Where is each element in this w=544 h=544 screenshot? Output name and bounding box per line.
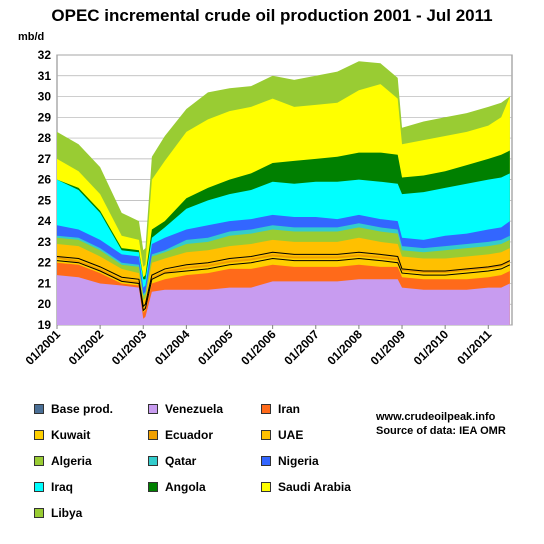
legend-item-iraq: Iraq: [34, 480, 73, 494]
y-tick-label: 32: [38, 48, 52, 62]
legend-item-uae: UAE: [261, 428, 303, 442]
x-tick-label: 01/2003: [109, 327, 150, 368]
legend-label: Angola: [165, 480, 206, 494]
legend-label: Base prod.: [51, 402, 114, 416]
legend-item-ecuador: Ecuador: [148, 428, 213, 442]
legend-swatch: [148, 430, 158, 440]
x-tick-label: 01/2004: [152, 327, 193, 368]
x-tick-label: 01/2010: [411, 327, 452, 368]
reference-line-2: [56, 251, 511, 308]
legend-label: Saudi Arabia: [278, 480, 351, 494]
legend-label: Qatar: [165, 454, 197, 468]
legend-item-qatar: Qatar: [148, 454, 196, 468]
legend-item-base-prod-: Base prod.: [34, 402, 113, 416]
legend-item-nigeria: Nigeria: [261, 454, 319, 468]
legend-swatch: [34, 430, 44, 440]
website-label: www.crudeoilpeak.info: [376, 411, 496, 423]
legend-swatch: [148, 482, 158, 492]
legend-label: UAE: [278, 428, 304, 442]
y-tick-label: 21: [38, 276, 52, 290]
x-tick-label: 01/2011: [454, 327, 494, 367]
legend-swatch: [34, 482, 44, 492]
y-tick-label: 30: [38, 90, 52, 104]
legend-swatch: [261, 456, 271, 466]
legend-label: Algeria: [51, 454, 92, 468]
legend-item-saudi-arabia: Saudi Arabia: [261, 480, 351, 494]
legend-item-venezuela: Venezuela: [148, 402, 223, 416]
legend-swatch: [34, 508, 44, 518]
x-tick-label: 01/2007: [281, 327, 322, 368]
y-tick-label: 25: [38, 193, 52, 207]
legend-item-kuwait: Kuwait: [34, 428, 90, 442]
legend-item-algeria: Algeria: [34, 454, 92, 468]
x-tick-label: 01/2001: [23, 327, 64, 368]
x-tick-label: 01/2009: [368, 327, 409, 368]
x-tick-label: 01/2006: [238, 327, 279, 368]
legend-item-libya: Libya: [34, 506, 82, 520]
legend-swatch: [148, 456, 158, 466]
y-tick-label: 19: [38, 318, 52, 332]
x-tick-label: 01/2005: [195, 327, 236, 368]
legend-swatch: [148, 404, 158, 414]
y-tick-label: 31: [38, 69, 52, 83]
legend-swatch: [261, 430, 271, 440]
area-series-venezuela: [57, 275, 510, 325]
legend-swatch: [261, 482, 271, 492]
chart-title: OPEC incremental crude oil production 20…: [51, 6, 493, 25]
y-tick-label: 22: [38, 256, 52, 270]
legend-item-angola: Angola: [148, 480, 206, 494]
data-source-label: Source of data: IEA OMR: [376, 425, 506, 437]
y-tick-label: 20: [38, 297, 52, 311]
legend-label: Venezuela: [165, 402, 224, 416]
y-tick-label: 28: [38, 131, 52, 145]
legend-swatch: [34, 404, 44, 414]
y-tick-label: 27: [38, 152, 52, 166]
y-axis-unit-label: mb/d: [18, 31, 45, 43]
y-tick-label: 24: [38, 214, 52, 228]
legend-label: Nigeria: [278, 454, 319, 468]
legend-label: Libya: [51, 506, 83, 520]
reference-line-1: [56, 258, 511, 312]
y-tick-label: 26: [38, 173, 52, 187]
y-tick-label: 29: [38, 110, 52, 124]
legend-swatch: [261, 404, 271, 414]
x-tick-label: 01/2002: [66, 327, 107, 368]
legend-label: Iraq: [51, 480, 74, 494]
chart-legend: Base prod. Venezuela Iran Kuwait Ecuador UAE A…: [0, 396, 544, 536]
legend-swatch: [34, 456, 44, 466]
y-tick-label: 23: [38, 235, 52, 249]
legend-label: Kuwait: [51, 428, 91, 442]
x-tick-label: 01/2008: [324, 327, 365, 368]
source-note: www.crudeoilpeak.info Source of data: IE…: [376, 410, 506, 438]
legend-label: Iran: [278, 402, 301, 416]
legend-item-iran: Iran: [261, 402, 300, 416]
legend-label: Ecuador: [165, 428, 214, 442]
